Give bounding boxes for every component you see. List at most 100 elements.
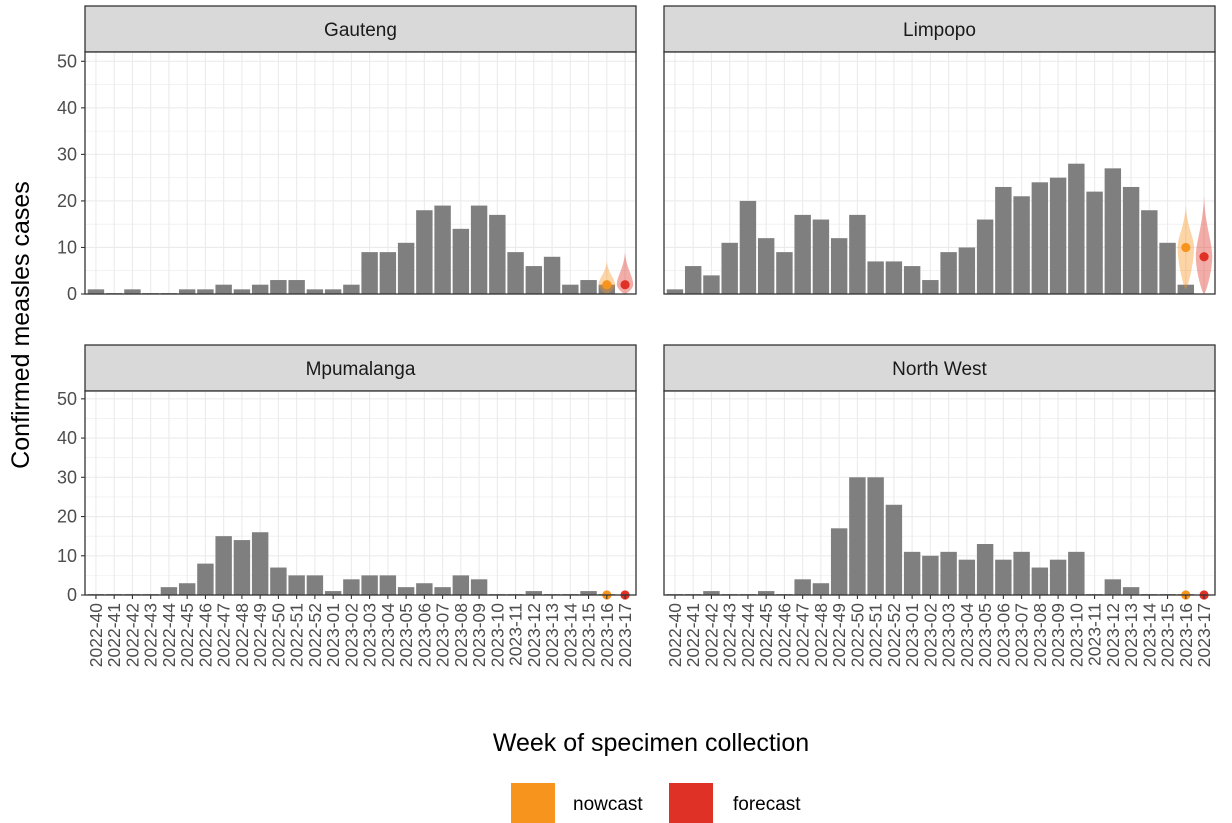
x-tick-label: 2023-03 xyxy=(360,603,380,667)
bar-2022-48 xyxy=(812,219,830,294)
x-tick-label: 2022-47 xyxy=(214,603,234,667)
bar-2022-49 xyxy=(830,528,848,595)
x-tick-label: 2022-50 xyxy=(847,603,867,667)
bar-2023-15 xyxy=(1159,242,1176,294)
bar-2022-44 xyxy=(160,587,178,595)
x-tick-label: 2022-45 xyxy=(177,603,197,667)
bar-2022-47 xyxy=(215,284,232,294)
bar-2022-41 xyxy=(684,266,702,294)
bar-2023-05 xyxy=(976,219,994,294)
x-tick-label: 2022-46 xyxy=(774,603,794,667)
bar-2022-50 xyxy=(270,567,287,595)
bars xyxy=(666,477,1195,595)
x-tick-label: 2023-08 xyxy=(451,603,471,667)
x-tick-label: 2022-48 xyxy=(232,603,252,667)
bars xyxy=(666,163,1195,294)
x-tick-label: 2022-40 xyxy=(665,603,685,667)
bar-2023-03 xyxy=(361,575,378,595)
bar-2022-52 xyxy=(306,575,324,595)
bar-2022-46 xyxy=(197,563,214,595)
bar-2023-09 xyxy=(470,205,488,294)
forecast-interval xyxy=(1195,196,1213,294)
x-tick-label: 2023-05 xyxy=(975,603,995,667)
bar-2022-48 xyxy=(233,289,251,294)
bar-2023-02 xyxy=(343,284,360,294)
panel-border xyxy=(663,51,1216,295)
bar-2022-42 xyxy=(124,289,141,294)
bar-2023-01 xyxy=(324,591,342,595)
x-tick-label: 2022-51 xyxy=(287,603,307,667)
x-tick-label: 2022-49 xyxy=(250,603,270,667)
bar-2023-06 xyxy=(416,583,433,595)
panel-limpopo: Limpopo xyxy=(663,5,1216,295)
bar-2023-11 xyxy=(1086,191,1103,294)
bar-2022-52 xyxy=(885,261,903,294)
y-tick-label: 0 xyxy=(67,284,77,304)
x-tick-label: 2023-16 xyxy=(597,603,617,667)
y-tick-label: 10 xyxy=(57,237,77,257)
x-tick-label: 2023-03 xyxy=(939,603,959,667)
bar-2022-45 xyxy=(757,591,775,595)
bar-2022-44 xyxy=(739,200,757,294)
bar-2022-50 xyxy=(849,214,866,294)
x-tick-label: 2023-06 xyxy=(414,603,434,667)
x-tick-label: 2023-09 xyxy=(1048,603,1068,667)
bar-2023-06 xyxy=(995,559,1012,595)
panel-strip xyxy=(663,5,1216,53)
x-tick-label: 2023-12 xyxy=(1103,603,1123,667)
x-tick-label: 2023-11 xyxy=(506,603,526,666)
bar-2023-01 xyxy=(324,289,342,294)
bar-2023-09 xyxy=(1049,559,1067,595)
gridlines xyxy=(85,391,636,596)
x-tick-label: 2023-14 xyxy=(1139,603,1159,667)
bar-2023-06 xyxy=(416,210,433,294)
bar-2022-45 xyxy=(178,583,196,595)
bar-2022-45 xyxy=(178,289,196,294)
x-tick-label: 2022-48 xyxy=(811,603,831,667)
forecast-point xyxy=(1199,252,1209,262)
x-tick-label: 2022-41 xyxy=(683,603,703,667)
panel-border xyxy=(84,390,637,596)
bar-2023-07 xyxy=(434,587,451,595)
x-tick-label: 2022-42 xyxy=(122,603,142,667)
bar-2022-45 xyxy=(757,238,775,294)
bar-2022-48 xyxy=(233,540,251,595)
bar-2022-51 xyxy=(867,261,884,294)
x-tick-label: 2023-07 xyxy=(1012,603,1032,667)
bar-2023-12 xyxy=(1104,168,1122,294)
bar-2023-07 xyxy=(434,205,451,294)
x-tick-label: 2022-43 xyxy=(141,603,161,667)
panel-gauteng: Gauteng 0 10 20 30 40 50 xyxy=(57,5,637,304)
bar-2023-12 xyxy=(1104,579,1122,595)
x-tick-label: 2023-17 xyxy=(615,603,635,667)
bar-2023-08 xyxy=(1031,182,1049,294)
bar-2023-01 xyxy=(903,551,921,595)
bar-2022-52 xyxy=(306,289,324,294)
panel-border xyxy=(84,51,637,295)
x-tick-label: 2023-11 xyxy=(1085,603,1105,666)
bar-2023-13 xyxy=(1122,587,1140,595)
bar-2023-03 xyxy=(940,252,957,294)
panel-strip xyxy=(84,5,637,53)
x-tick-label: 2022-41 xyxy=(104,603,124,667)
bar-2023-15 xyxy=(580,591,597,595)
bar-2023-02 xyxy=(343,579,360,595)
panel-title: Gauteng xyxy=(324,20,397,41)
bar-2022-51 xyxy=(867,477,884,595)
bar-2022-42 xyxy=(703,591,720,595)
x-tick-label: 2022-46 xyxy=(195,603,215,667)
x-tick-label: 2023-16 xyxy=(1176,603,1196,667)
bar-2023-06 xyxy=(995,186,1012,294)
bar-2023-10 xyxy=(489,214,506,294)
plot-background xyxy=(664,391,1215,595)
panels: Gauteng 0 10 20 30 40 50 Limpopo Mpumalanga 0 10 20… xyxy=(57,5,1216,667)
bar-2022-50 xyxy=(270,280,287,294)
legend-label-forecast: forecast xyxy=(733,794,801,815)
x-tick-label: 2022-50 xyxy=(268,603,288,667)
bar-2023-02 xyxy=(922,280,939,294)
bar-2022-47 xyxy=(794,579,811,595)
nowcast-point xyxy=(1181,242,1191,253)
x-tick-label: 2023-15 xyxy=(1158,603,1178,667)
bar-2023-07 xyxy=(1013,196,1030,294)
x-tick-label: 2022-52 xyxy=(305,603,325,667)
